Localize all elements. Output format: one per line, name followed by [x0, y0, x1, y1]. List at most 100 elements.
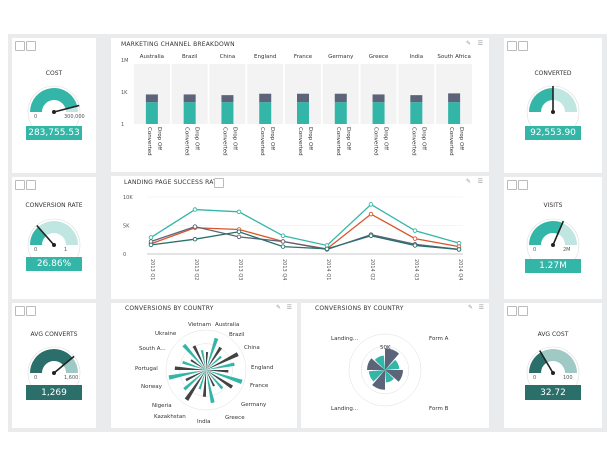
country-label: France — [250, 383, 269, 389]
y-tick-label: 1M — [121, 58, 129, 64]
x-tick-label: 2014 Q2 — [369, 259, 375, 280]
country-label: Kazakhstan — [154, 414, 186, 420]
stack-label: Converted — [184, 127, 190, 156]
gauge-ring — [27, 85, 81, 126]
gauge-value: 92,553.90 — [525, 126, 581, 140]
gauge-track — [65, 106, 78, 112]
gauge-max-label: 1 — [64, 247, 67, 253]
country-label: Norway — [141, 384, 163, 390]
panel-handle[interactable] — [26, 306, 36, 316]
y-tick-label: 10K — [123, 195, 133, 201]
y-tick-label: 0 — [123, 252, 126, 258]
radial-wedge — [367, 358, 385, 370]
panel-handle[interactable] — [26, 180, 36, 190]
stack-label: Converted — [448, 127, 454, 156]
series-label: Landing... — [331, 406, 358, 412]
country-panel-2: CONVERSIONS BY COUNTRY ✎ ☰ 50K Landing...… — [301, 303, 489, 428]
panel-handle[interactable] — [15, 306, 25, 316]
country-label: Nigeria — [152, 403, 172, 409]
gauge-needle — [539, 350, 554, 374]
panel-handle[interactable] — [15, 41, 25, 51]
category-label: England — [254, 54, 276, 60]
bar-converted — [297, 102, 309, 124]
gauge-fill — [529, 352, 547, 373]
marketing-channel-panel: MARKETING CHANNEL BREAKDOWN ✎ ☰ 1 1K 1M Aus… — [111, 38, 489, 172]
category-label: Greece — [369, 54, 389, 60]
radial-wedge — [372, 370, 385, 390]
country-label: India — [197, 419, 211, 425]
radial-wedge — [374, 355, 385, 370]
gauge-max-label: 300,000 — [64, 114, 85, 120]
radial-wedge — [206, 346, 223, 370]
bar-dropoff — [183, 94, 196, 103]
radial-wedge — [182, 343, 206, 370]
category-label: Brazil — [182, 54, 198, 60]
gauge-max-label: 1,600 — [64, 375, 78, 381]
radial-wedge — [192, 345, 206, 370]
panel-handle[interactable] — [518, 306, 528, 316]
radial-ring — [348, 333, 422, 407]
panel-handle[interactable] — [15, 180, 25, 190]
panel-title: LANDING PAGE SUCCESS RATE — [124, 179, 222, 186]
series-point — [280, 244, 286, 249]
series-line — [150, 225, 460, 251]
gauge-ring — [27, 346, 81, 387]
gauge-value: 26.86% — [26, 257, 82, 271]
gauge-panel-avg-converts: AVG CONVERTS 0 1,600 1,269 — [12, 303, 96, 428]
gauge-needle — [53, 104, 80, 113]
country-label: Germany — [241, 402, 267, 408]
edit-icon[interactable]: ✎ — [465, 40, 471, 47]
edit-icon[interactable]: ✎ — [467, 304, 473, 311]
gauge-hub — [52, 243, 56, 247]
country-label: Portugal — [135, 366, 158, 372]
panel-handle[interactable] — [518, 180, 528, 190]
menu-icon[interactable]: ☰ — [286, 304, 292, 311]
x-tick-label: 2014 Q3 — [413, 259, 419, 280]
radial-wedge — [206, 370, 215, 387]
gauge-min-label: 0 — [34, 375, 37, 381]
series-label: Form B — [429, 406, 449, 412]
gauge-fill — [529, 88, 553, 112]
panel-title: MARKETING CHANNEL BREAKDOWN — [121, 41, 235, 48]
panel-handle[interactable] — [518, 41, 528, 51]
stack-label: Converted — [221, 127, 227, 156]
series-point — [368, 211, 374, 217]
bar-converted — [372, 102, 385, 124]
gauge-value: 32.72 — [525, 385, 581, 400]
radial-wedge — [206, 370, 243, 385]
stack-label: Converted — [259, 127, 265, 156]
menu-icon[interactable]: ☰ — [477, 40, 483, 47]
info-icon[interactable] — [214, 178, 224, 188]
country-label: Greece — [225, 415, 245, 421]
landing-line-chart: 0 5K 10K 2013 Q1 2013 Q2 2013 Q3 2013 Q4 2014 Q… — [123, 195, 463, 280]
panel-handle[interactable] — [507, 306, 517, 316]
y-tick-label: 1K — [121, 90, 128, 96]
edit-icon[interactable]: ✎ — [465, 178, 471, 185]
radial-wedge — [206, 362, 235, 370]
gauge-ring — [27, 218, 81, 259]
edit-icon[interactable]: ✎ — [275, 304, 281, 311]
radial-wedge — [202, 370, 206, 397]
gauge-max-label: 2M — [563, 247, 571, 253]
radial-wedge — [206, 355, 222, 370]
category-label: Australia — [140, 54, 164, 60]
bar-dropoff — [410, 95, 423, 103]
radial-wedge — [183, 370, 206, 391]
x-tick-label: 2014 Q4 — [457, 259, 463, 280]
series-label: Landing... — [331, 336, 358, 342]
panel-handle[interactable] — [26, 41, 36, 51]
bar-dropoff — [448, 93, 461, 103]
panel-handle[interactable] — [507, 180, 517, 190]
gauge-track — [63, 357, 78, 373]
gauge-dial — [526, 85, 580, 126]
panel-handle[interactable] — [507, 41, 517, 51]
gauge-min-label: 0 — [533, 247, 536, 253]
menu-icon[interactable]: ☰ — [477, 178, 483, 185]
series-point — [236, 229, 242, 235]
gauge-dial: 0 1,600 — [27, 346, 81, 387]
bar-converted — [259, 102, 272, 124]
series-line — [150, 231, 460, 251]
menu-icon[interactable]: ☰ — [478, 304, 484, 311]
gauge-panel-converted: CONVERTED 92,553.90 — [504, 38, 602, 173]
